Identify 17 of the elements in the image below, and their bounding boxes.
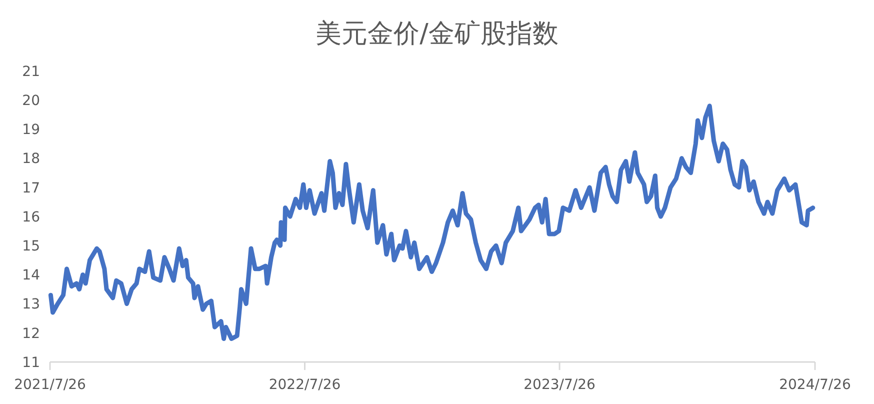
y-tick-label: 16 <box>22 209 40 226</box>
y-tick-label: 11 <box>22 354 40 371</box>
x-tick-label: 2023/7/26 <box>524 377 596 393</box>
line-series <box>48 104 816 341</box>
x-tick-label: 2024/7/26 <box>779 377 851 393</box>
y-tick-label: 19 <box>22 122 40 138</box>
y-tick-label: 14 <box>22 268 40 284</box>
y-tick-label: 13 <box>22 296 40 313</box>
y-tick-label: 15 <box>22 238 40 254</box>
x-tick-label: 2021/7/26 <box>14 377 86 393</box>
y-tick-label: 21 <box>22 64 40 80</box>
x-tick-label: 2022/7/26 <box>268 377 341 393</box>
y-tick-label: 18 <box>22 151 40 168</box>
y-tick-label: 12 <box>22 326 40 342</box>
y-tick-label: 17 <box>22 180 40 196</box>
y-tick-label: 20 <box>22 93 40 109</box>
chart-title: 美元金价/金矿股指数 <box>316 19 558 49</box>
